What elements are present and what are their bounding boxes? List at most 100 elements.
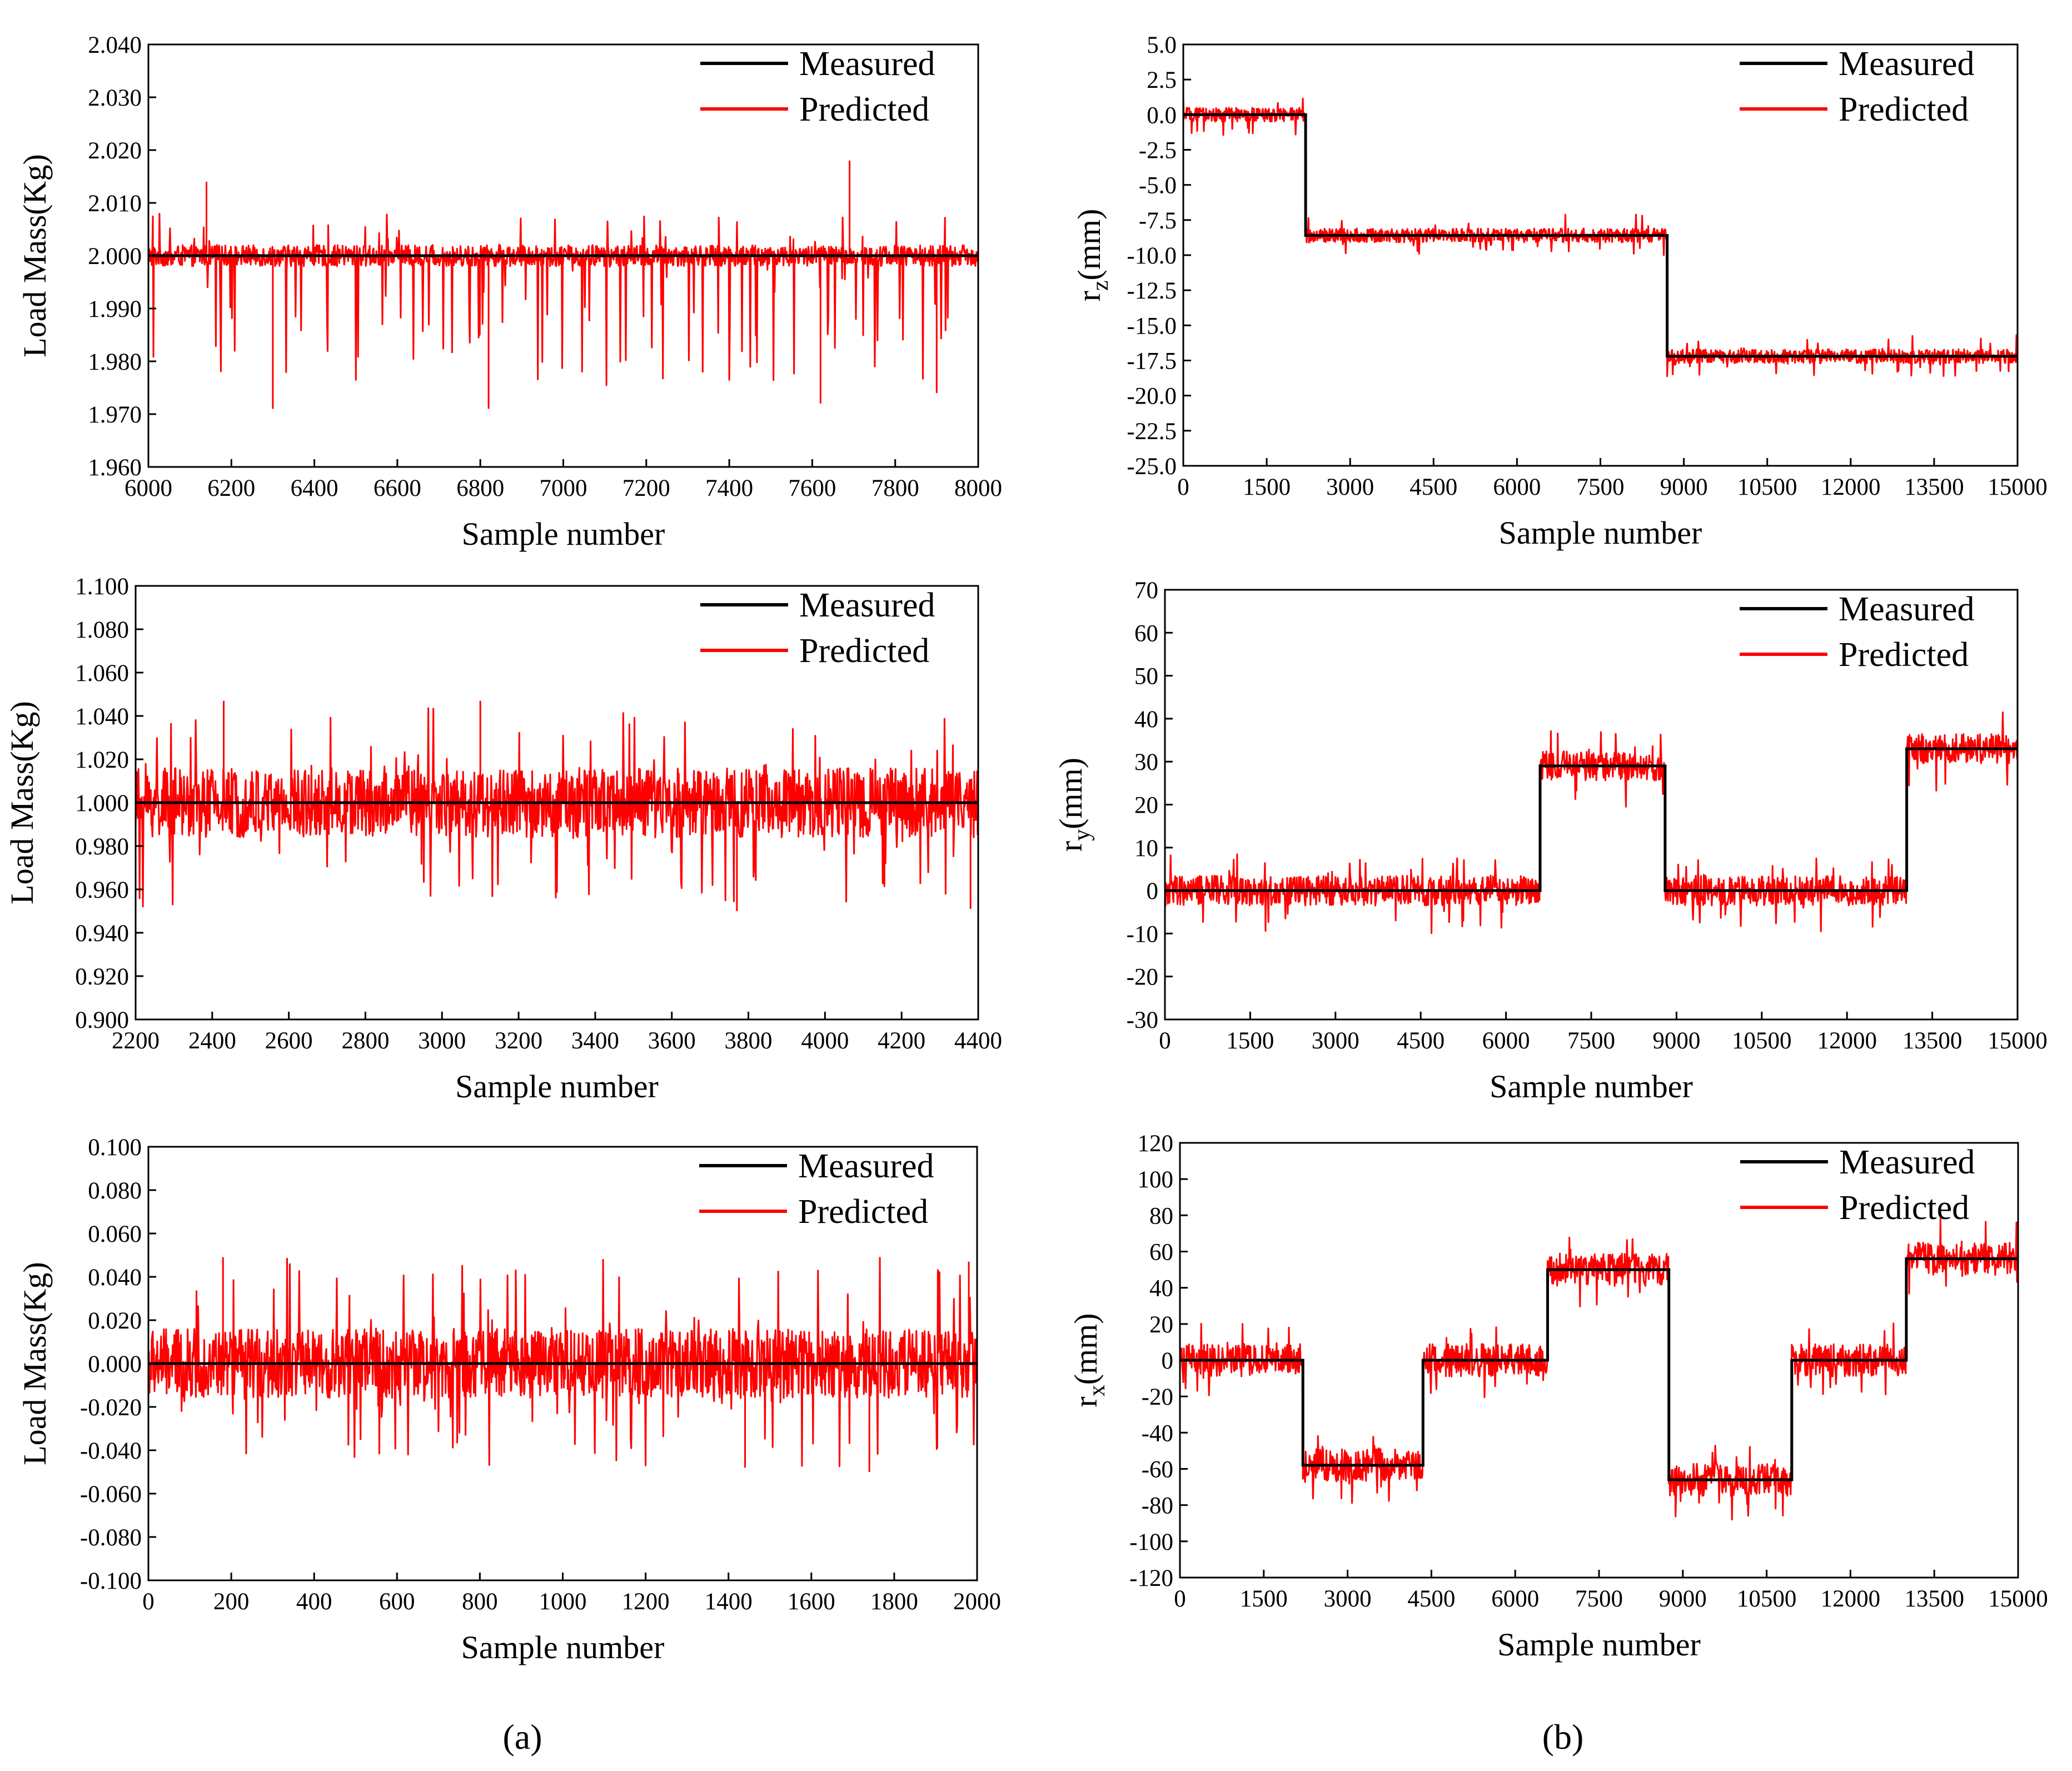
y-tick-label: 1.040 (75, 704, 129, 730)
x-axis-title: Sample number (461, 1629, 665, 1665)
x-tick-label: 6600 (373, 475, 421, 501)
y-tick-label: 50 (1134, 664, 1158, 690)
y-tick-label: 0 (1147, 878, 1159, 904)
x-tick-label: 800 (462, 1589, 498, 1615)
x-tick-label: 4000 (801, 1028, 849, 1054)
chart-b3: 0 1500 3000 4500 6000 7500 9000 10500 12000 13500… (1068, 1131, 2048, 1663)
x-tick-label: 7500 (1577, 474, 1625, 500)
x-tick-label: 3000 (418, 1028, 466, 1054)
x-tick-label: 13500 (1904, 474, 1964, 500)
y-tick-label: 1.960 (88, 455, 142, 481)
legend-label-measured: Measured (799, 586, 935, 624)
series-predicted-b3 (1179, 1218, 2019, 1521)
x-tick-label: 3000 (1312, 1028, 1359, 1054)
y-axis-title: ry(mm) (1053, 758, 1095, 852)
y-tick-label: 0.020 (88, 1308, 142, 1334)
x-tick-label: 2400 (188, 1028, 236, 1054)
x-tick-label: 8000 (954, 475, 1002, 501)
y-tick-label: 1.080 (75, 617, 129, 643)
y-tick-label: -0.060 (80, 1481, 142, 1508)
x-tick-label: 6800 (456, 475, 504, 501)
x-tick-label: 6000 (1482, 1028, 1530, 1054)
x-tick-label: 7500 (1567, 1028, 1615, 1054)
x-axis-title: Sample number (1499, 515, 1702, 551)
x-tick-label: 9000 (1660, 474, 1708, 500)
y-tick-label: 120 (1138, 1131, 1174, 1157)
legend-label-measured: Measured (798, 1147, 934, 1185)
x-tick-label: 4500 (1409, 474, 1457, 500)
x-tick-label: 3600 (648, 1028, 696, 1054)
y-tick-label: -60 (1142, 1457, 1173, 1483)
y-tick-label: -0.080 (80, 1525, 142, 1551)
y-axis-title: rz(mm) (1071, 209, 1113, 302)
x-tick-label: 12000 (1821, 474, 1881, 500)
x-tick-label: 12000 (1817, 1028, 1877, 1054)
x-tick-label: 2000 (953, 1589, 1001, 1615)
y-tick-label: -0.020 (80, 1395, 142, 1421)
y-tick-label: -30 (1127, 1007, 1158, 1033)
y-tick-label: 80 (1149, 1203, 1173, 1229)
y-tick-label: -40 (1142, 1420, 1173, 1446)
x-tick-label: 1800 (870, 1589, 918, 1615)
y-tick-label: 20 (1149, 1312, 1173, 1338)
x-tick-label: 0 (1177, 474, 1189, 500)
x-tick-label: 3000 (1324, 1586, 1372, 1612)
y-tick-label: -80 (1142, 1493, 1173, 1519)
y-tick-label: 0.960 (75, 877, 129, 903)
y-tick-label: 2.040 (88, 32, 142, 58)
panel-label-b: (b) (1542, 1717, 1584, 1757)
y-tick-label: 2.030 (88, 85, 142, 111)
series-predicted-a3 (147, 1257, 978, 1472)
x-tick-label: 7400 (705, 475, 753, 501)
y-tick-label: 0.940 (75, 921, 129, 947)
y-axis-title: Load Mass(Kg) (17, 1262, 53, 1465)
y-tick-label: -25.0 (1127, 454, 1177, 480)
series-measured-b2 (1165, 747, 2018, 892)
x-tick-label: 6000 (1491, 1586, 1539, 1612)
y-tick-label: -5.0 (1139, 173, 1177, 199)
y-tick-label: 1.970 (88, 402, 142, 428)
y-tick-label: -17.5 (1127, 349, 1177, 375)
x-tick-label: 3200 (495, 1028, 542, 1054)
legend-label-predicted: Predicted (1839, 1189, 1969, 1227)
chart-a1: 6000 6200 6400 6600 6800 7000 7200 7400 7600 7800… (17, 32, 1002, 552)
legend-label-measured: Measured (799, 45, 935, 83)
legend-label-measured: Measured (1839, 1143, 1975, 1181)
y-tick-label: 60 (1134, 620, 1158, 646)
y-axis-title: rx(mm) (1068, 1313, 1110, 1407)
series-measured-b1 (1183, 113, 2018, 358)
y-tick-label: 30 (1134, 749, 1158, 775)
x-tick-label: 1200 (622, 1589, 670, 1615)
legend-label-predicted: Predicted (799, 632, 929, 670)
y-tick-label: 0.980 (75, 834, 129, 860)
y-tick-label: 0.080 (88, 1178, 142, 1204)
x-tick-label: 1000 (539, 1589, 587, 1615)
y-tick-label: -15.0 (1127, 313, 1177, 339)
x-tick-label: 4200 (878, 1028, 925, 1054)
y-tick-label: 5.0 (1147, 32, 1177, 58)
y-tick-label: 20 (1134, 793, 1158, 819)
y-tick-label: 60 (1149, 1240, 1173, 1266)
x-tick-label: 6200 (207, 475, 255, 501)
x-tick-label: 7800 (871, 475, 919, 501)
x-axis-title: Sample number (1490, 1068, 1693, 1105)
x-tick-label: 10500 (1732, 1028, 1792, 1054)
y-tick-label: 2.5 (1147, 67, 1177, 93)
y-tick-label: 0.920 (75, 964, 129, 990)
x-tick-label: 13500 (1902, 1028, 1963, 1054)
legend-label-predicted: Predicted (1839, 91, 1969, 128)
y-tick-label: -22.5 (1127, 419, 1177, 445)
x-tick-label: 200 (213, 1589, 250, 1615)
y-tick-label: -120 (1129, 1565, 1173, 1591)
y-tick-label: 2.020 (88, 138, 142, 164)
y-tick-label: -2.5 (1139, 138, 1177, 164)
x-tick-label: 1500 (1240, 1586, 1288, 1612)
x-axis-title: Sample number (1497, 1626, 1701, 1663)
x-tick-label: 13500 (1904, 1586, 1964, 1612)
x-tick-label: 2600 (265, 1028, 313, 1054)
x-tick-label: 7200 (622, 475, 670, 501)
y-tick-label: 40 (1134, 707, 1158, 733)
y-tick-label: 1.060 (75, 660, 129, 686)
x-tick-label: 6000 (124, 475, 172, 501)
